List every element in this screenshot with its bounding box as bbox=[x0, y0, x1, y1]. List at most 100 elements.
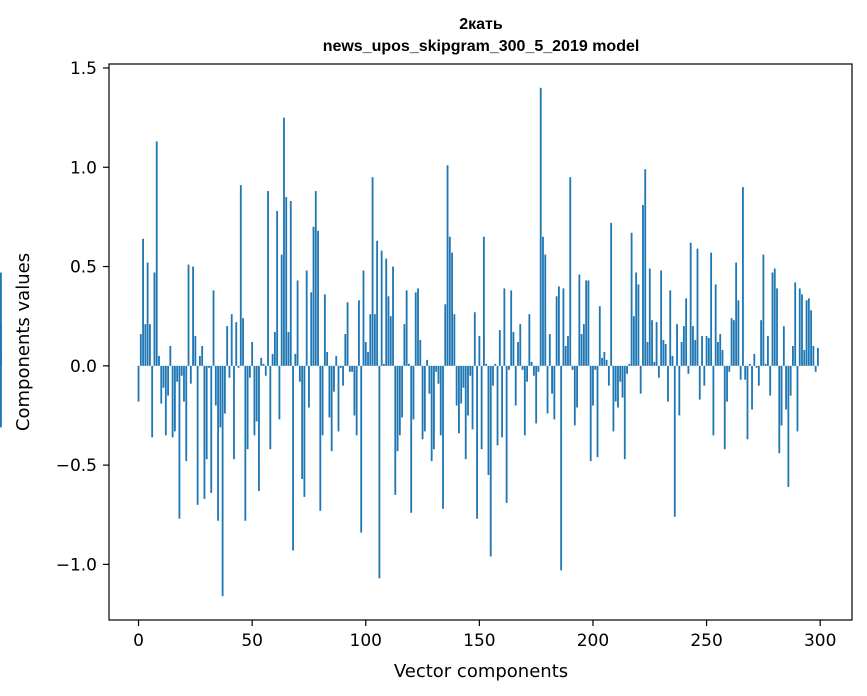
bar bbox=[657, 365, 660, 378]
y-tick-label: 0.5 bbox=[70, 258, 97, 278]
bar bbox=[551, 365, 553, 394]
y-axis-label: Components values bbox=[13, 253, 34, 431]
y-tick-label: 1.5 bbox=[70, 59, 97, 79]
bar bbox=[178, 365, 181, 519]
bar bbox=[355, 365, 358, 436]
bar bbox=[478, 336, 481, 366]
x-tick-label: 300 bbox=[804, 631, 836, 651]
bar bbox=[0, 322, 2, 366]
bar bbox=[242, 318, 244, 366]
y-tick-label: 1.0 bbox=[70, 158, 97, 178]
bar bbox=[367, 351, 369, 366]
bar bbox=[539, 87, 542, 366]
bar bbox=[614, 365, 617, 402]
bar bbox=[512, 332, 515, 366]
bar bbox=[514, 365, 517, 406]
chart-title-line-2: news_upos_skipgram_300_5_2019 model bbox=[323, 38, 640, 55]
bar bbox=[721, 349, 724, 366]
chart-title-line-1: 2кать bbox=[459, 16, 503, 33]
bar bbox=[537, 365, 540, 372]
bar bbox=[623, 365, 626, 460]
bar bbox=[485, 363, 488, 366]
bar bbox=[258, 365, 260, 491]
bar bbox=[342, 365, 344, 386]
bar bbox=[580, 334, 583, 366]
bar bbox=[728, 365, 731, 372]
bar bbox=[219, 365, 222, 428]
bar bbox=[692, 326, 694, 366]
bar bbox=[303, 365, 306, 497]
bar bbox=[569, 177, 572, 366]
bar bbox=[753, 353, 756, 366]
bar bbox=[253, 365, 256, 436]
bar bbox=[535, 365, 538, 424]
bar bbox=[169, 345, 172, 366]
bar bbox=[689, 242, 692, 366]
bar bbox=[396, 365, 399, 452]
bar bbox=[501, 365, 503, 438]
bar bbox=[417, 288, 419, 366]
bar bbox=[335, 355, 338, 366]
bar bbox=[739, 365, 742, 380]
bar bbox=[812, 345, 815, 366]
bar bbox=[360, 365, 363, 533]
bar bbox=[682, 326, 685, 366]
y-axis-ticks: −1.0 −0.5 0.0 0.5 1.0 1.5 bbox=[56, 59, 109, 575]
bar bbox=[301, 365, 304, 480]
bar bbox=[348, 365, 351, 372]
bar bbox=[769, 365, 772, 396]
x-tick-label: 100 bbox=[350, 631, 382, 651]
bar bbox=[480, 365, 483, 450]
bar bbox=[519, 324, 522, 366]
bar bbox=[792, 345, 794, 366]
bar bbox=[271, 353, 274, 366]
bars-group bbox=[0, 87, 819, 597]
bar bbox=[669, 290, 672, 366]
bar bbox=[757, 365, 760, 386]
bar bbox=[635, 272, 638, 366]
bar bbox=[619, 365, 622, 382]
bar bbox=[771, 272, 774, 366]
bar bbox=[567, 336, 569, 366]
bar bbox=[0, 365, 2, 428]
bar bbox=[305, 270, 308, 366]
bar bbox=[694, 340, 697, 366]
bar bbox=[562, 288, 565, 366]
bar bbox=[778, 365, 781, 454]
bar bbox=[321, 365, 324, 436]
bar bbox=[607, 365, 610, 386]
bar bbox=[782, 326, 785, 366]
bar bbox=[194, 336, 197, 366]
bar bbox=[362, 270, 365, 366]
bar bbox=[378, 365, 381, 579]
bar bbox=[426, 359, 429, 366]
bar bbox=[644, 169, 647, 366]
bar bbox=[276, 210, 279, 366]
bar bbox=[298, 365, 301, 382]
bar bbox=[244, 365, 247, 521]
x-axis-label: Vector components bbox=[394, 661, 568, 682]
bar bbox=[707, 338, 710, 366]
bar bbox=[744, 365, 747, 380]
bar bbox=[601, 357, 603, 366]
bar bbox=[687, 365, 690, 374]
bar bbox=[308, 365, 310, 408]
bar bbox=[285, 197, 288, 366]
bar bbox=[310, 292, 313, 366]
bar bbox=[760, 320, 763, 366]
bar bbox=[351, 365, 354, 372]
bar bbox=[764, 363, 767, 366]
bar bbox=[264, 365, 267, 376]
bar bbox=[162, 365, 165, 388]
bar bbox=[442, 365, 444, 509]
bar bbox=[453, 314, 456, 366]
bar bbox=[0, 272, 2, 366]
bar bbox=[278, 365, 281, 420]
bar bbox=[532, 365, 535, 376]
bar bbox=[655, 322, 658, 366]
bar bbox=[798, 288, 801, 366]
bar bbox=[755, 365, 758, 368]
bar bbox=[233, 365, 235, 460]
bar bbox=[228, 365, 231, 378]
